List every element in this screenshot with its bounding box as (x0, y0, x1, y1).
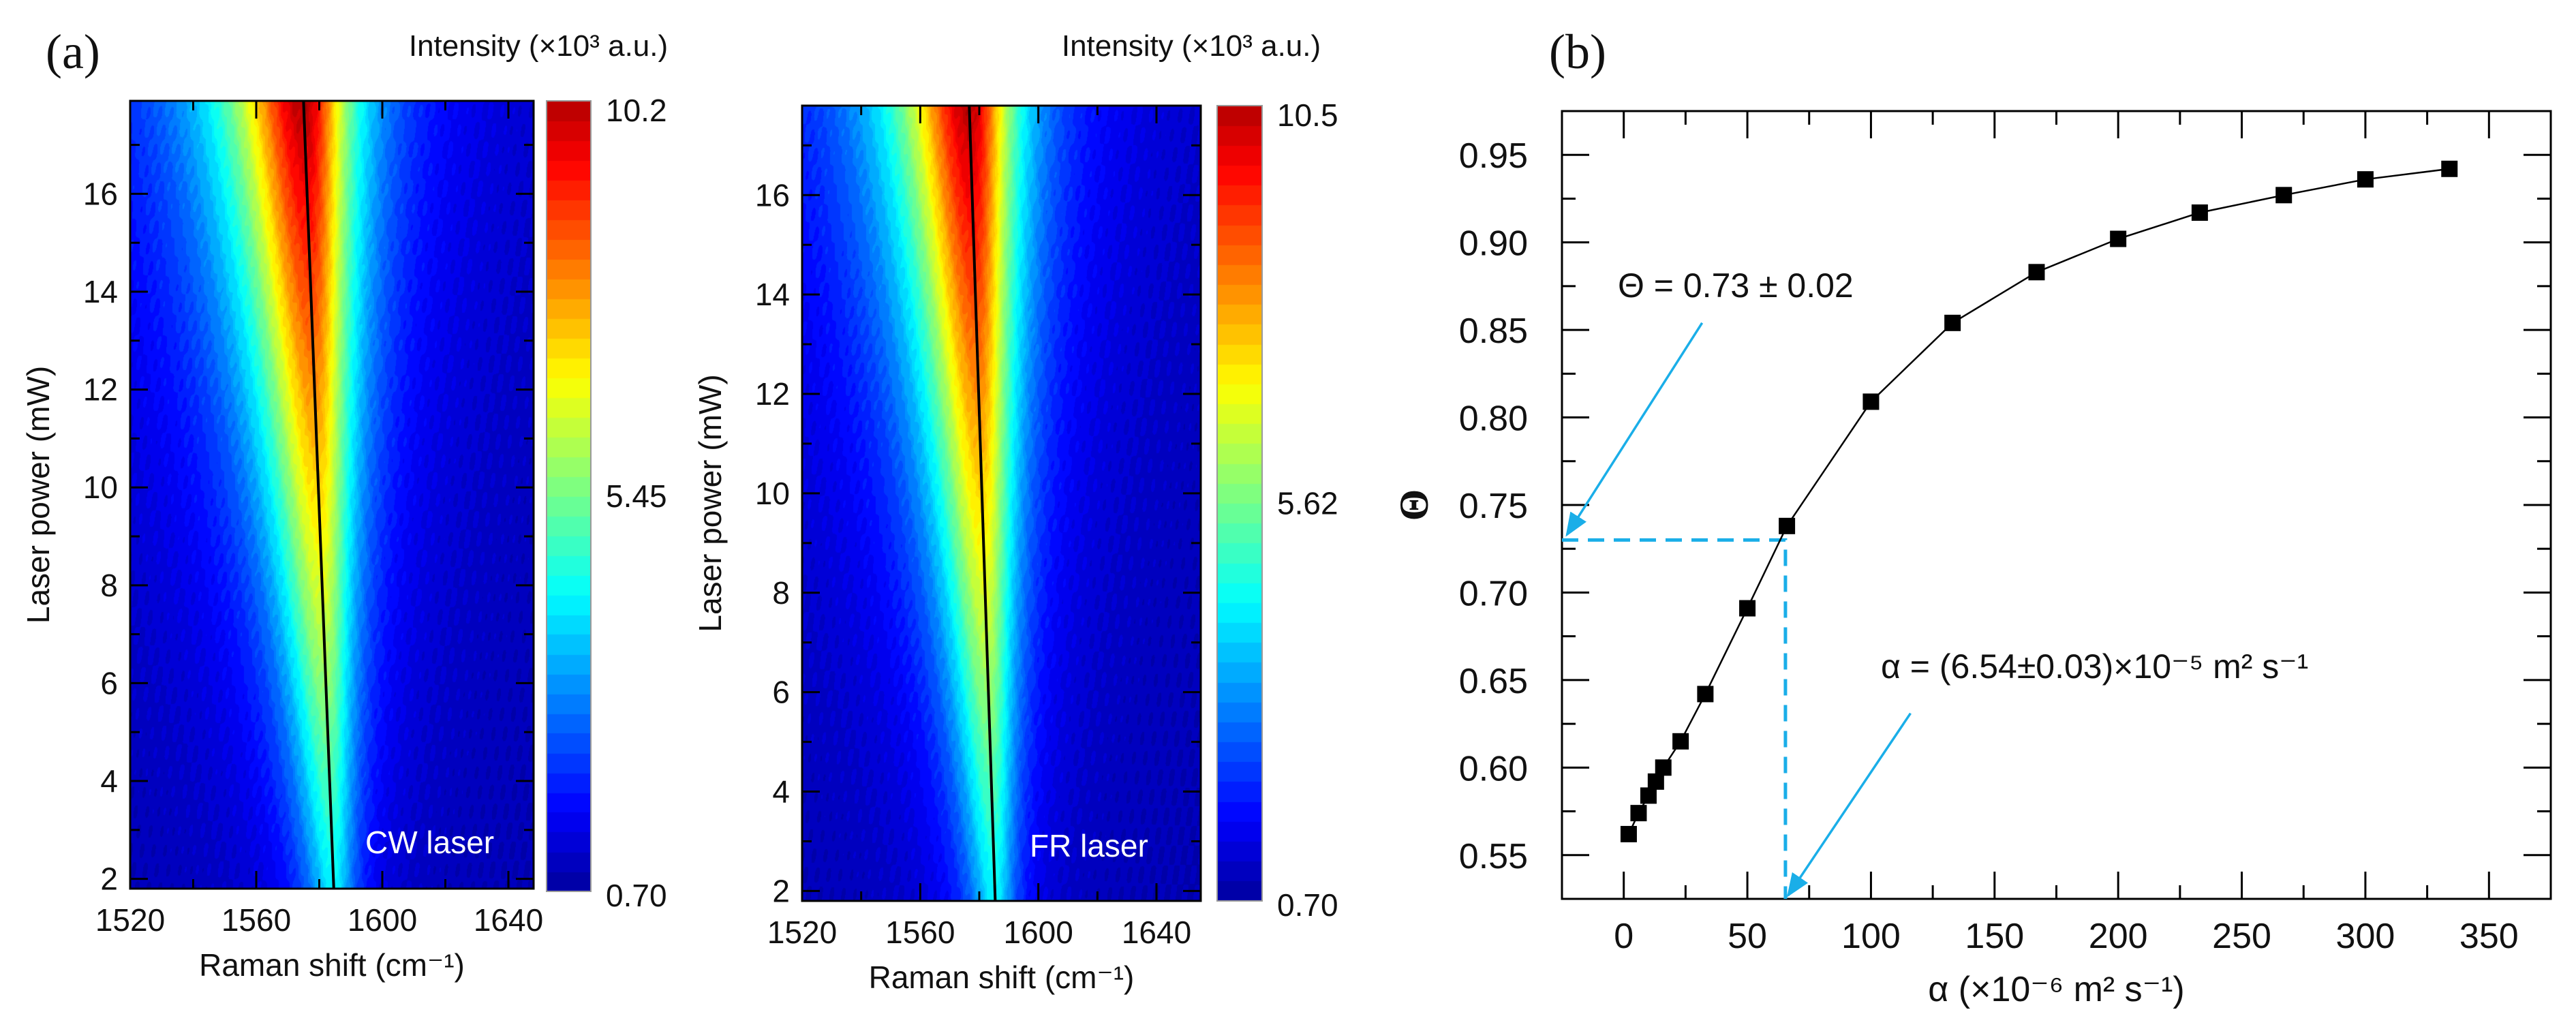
x-tick-label: 150 (1965, 917, 2024, 956)
x-axis-label: Raman shift (cm⁻¹) (199, 947, 465, 983)
data-point (1620, 825, 1637, 842)
alpha-annotation: α = (6.54±0.03)×10⁻⁵ m² s⁻¹ (1881, 647, 2308, 686)
colorbar-mid-label: 5.62 (1277, 486, 1338, 521)
y-tick-label: 10 (83, 470, 118, 505)
x-tick-label: 1520 (767, 915, 837, 950)
x-tick-label: 50 (1728, 917, 1767, 956)
y-axis-label: Θ (1392, 489, 1437, 521)
y-tick-label: 0.65 (1459, 662, 1528, 701)
x-tick-label: 350 (2459, 917, 2519, 956)
peak-position-line (968, 105, 997, 902)
heatmap-cw-laser (130, 101, 534, 889)
x-axis-label: α (×10⁻⁶ m² s⁻¹) (1928, 970, 2185, 1009)
data-point (2441, 160, 2458, 177)
colorbar-max-label: 10.2 (606, 93, 667, 128)
y-tick-label: 0.95 (1459, 136, 1528, 176)
y-tick-label: 6 (772, 675, 790, 710)
y-tick-label: 0.60 (1459, 749, 1528, 788)
data-point (1697, 686, 1714, 703)
x-tick-label: 1640 (1122, 915, 1191, 950)
y-tick-label: 4 (100, 763, 118, 799)
data-point (1944, 314, 1961, 331)
y-tick-label: 0.55 (1459, 837, 1528, 876)
colorbar-title: Intensity (×10³ a.u.) (1062, 29, 1321, 63)
x-tick-label: 1600 (348, 902, 417, 938)
plot-frame (801, 104, 1202, 902)
colorbar-frame (1216, 105, 1263, 902)
data-point (2191, 204, 2208, 221)
colorbar-mid-label: 5.45 (606, 478, 667, 514)
data-point (1672, 733, 1689, 750)
x-tick-label: 250 (2212, 917, 2271, 956)
x-tick-label: 300 (2336, 917, 2395, 956)
x-tick-label: 100 (1841, 917, 1901, 956)
data-point (1862, 393, 1880, 410)
y-tick-label: 2 (100, 861, 118, 897)
plot-frame (129, 99, 535, 890)
y-tick-label: 2 (772, 873, 790, 908)
data-point (2275, 187, 2293, 204)
x-axis-label: Raman shift (cm⁻¹) (869, 960, 1135, 995)
colorbar-max-label: 10.5 (1277, 97, 1338, 133)
laser-type-annotation: CW laser (365, 825, 494, 860)
data-point (1630, 805, 1647, 822)
colorbar-min-label: 0.70 (606, 878, 667, 913)
y-tick-label: 6 (100, 665, 118, 701)
heatmap-fr-laser (802, 106, 1201, 901)
y-tick-label: 0.70 (1459, 574, 1528, 613)
guide-dashed-line (1562, 538, 1788, 899)
y-tick-label: 12 (755, 376, 790, 412)
peak-position-line (302, 100, 335, 889)
x-tick-label: 1640 (474, 902, 543, 938)
laser-type-annotation: FR laser (1030, 828, 1148, 863)
panel-label: (a) (46, 25, 100, 79)
y-tick-label: 4 (772, 774, 790, 810)
y-tick-label: 16 (755, 177, 790, 213)
theta-arrow (1565, 322, 1704, 537)
data-point (2028, 264, 2045, 281)
y-axis-label: Laser power (mW) (20, 366, 56, 624)
y-tick-label: 10 (755, 476, 790, 511)
y-tick-label: 14 (83, 274, 118, 309)
y-axis-label: Laser power (mW) (692, 374, 728, 632)
x-tick-label: 1520 (95, 902, 165, 938)
x-tick-label: 1560 (221, 902, 291, 938)
colorbar-fr (1217, 106, 1262, 901)
data-point (1739, 600, 1756, 617)
colorbar-min-label: 0.70 (1277, 887, 1338, 923)
colorbar-title: Intensity (×10³ a.u.) (409, 29, 668, 63)
y-tick-label: 0.90 (1459, 224, 1528, 264)
y-tick-label: 0.75 (1459, 487, 1528, 526)
y-tick-label: 0.80 (1459, 399, 1528, 439)
y-tick-label: 8 (772, 575, 790, 611)
data-point (1647, 773, 1664, 790)
x-tick-label: 1560 (885, 915, 955, 950)
plot-frame (1561, 110, 2552, 900)
y-tick-label: 8 (100, 568, 118, 603)
x-tick-label: 1600 (1003, 915, 1073, 950)
y-tick-label: 16 (83, 176, 118, 211)
alpha-arrow (1786, 712, 1912, 898)
colorbar-frame (546, 100, 592, 892)
theta-annotation: Θ = 0.73 ± 0.02 (1618, 266, 1854, 305)
x-tick-label: 0 (1614, 917, 1634, 956)
data-point (1655, 759, 1672, 776)
y-tick-label: 0.85 (1459, 311, 1528, 351)
y-tick-label: 14 (755, 277, 790, 312)
panel-label: (b) (1549, 25, 1606, 79)
data-point (1640, 787, 1657, 804)
x-tick-label: 200 (2089, 917, 2148, 956)
data-point (2110, 230, 2127, 247)
colorbar-cw (547, 101, 591, 891)
data-point (2357, 171, 2374, 188)
data-point (1779, 517, 1796, 534)
y-tick-label: 12 (83, 372, 118, 408)
